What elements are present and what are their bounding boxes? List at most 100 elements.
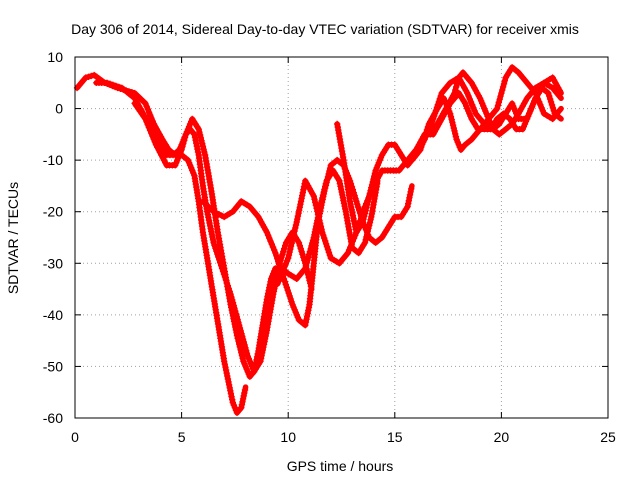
y-tick-label: -30 bbox=[43, 255, 63, 271]
plus-marker bbox=[281, 263, 288, 270]
plus-marker bbox=[501, 77, 508, 84]
plus-marker bbox=[419, 140, 426, 148]
plus-marker bbox=[363, 201, 371, 208]
plus-marker bbox=[350, 235, 358, 242]
plus-marker bbox=[288, 298, 295, 305]
y-tick-label: 10 bbox=[47, 49, 63, 65]
plus-marker bbox=[234, 316, 241, 323]
plus-marker bbox=[449, 119, 456, 126]
data-series bbox=[73, 64, 564, 416]
plus-marker bbox=[366, 193, 373, 200]
plus-marker bbox=[499, 83, 507, 91]
plus-marker bbox=[498, 89, 505, 97]
plus-marker bbox=[344, 249, 352, 257]
plus-marker bbox=[289, 236, 296, 244]
plus-marker bbox=[235, 319, 242, 326]
plus-marker bbox=[499, 86, 506, 94]
plus-marker bbox=[232, 307, 239, 315]
plus-marker bbox=[115, 83, 123, 91]
plus-marker bbox=[233, 332, 241, 339]
plus-marker bbox=[145, 109, 153, 116]
plus-marker bbox=[527, 106, 534, 114]
plus-marker bbox=[549, 104, 557, 111]
plus-marker bbox=[314, 211, 322, 218]
plus-marker bbox=[198, 137, 205, 144]
plus-marker bbox=[150, 135, 157, 143]
plus-marker bbox=[213, 248, 220, 255]
plus-marker bbox=[323, 243, 331, 250]
plus-marker bbox=[528, 103, 536, 111]
plus-marker bbox=[277, 272, 285, 279]
x-axis-label: GPS time / hours bbox=[287, 458, 394, 474]
plus-marker bbox=[322, 182, 330, 189]
plus-marker bbox=[500, 80, 508, 87]
plus-marker bbox=[219, 268, 227, 275]
plus-marker bbox=[179, 143, 186, 150]
plus-marker bbox=[360, 216, 367, 223]
plus-marker bbox=[326, 252, 334, 259]
plus-marker bbox=[325, 170, 332, 178]
plus-marker bbox=[288, 239, 295, 247]
plus-marker bbox=[243, 350, 251, 357]
plus-marker bbox=[276, 275, 284, 282]
plus-marker bbox=[196, 128, 203, 136]
plus-marker bbox=[232, 310, 240, 318]
plus-marker bbox=[361, 210, 369, 217]
plus-marker bbox=[300, 254, 307, 261]
plus-marker bbox=[290, 230, 298, 238]
plus-marker bbox=[199, 140, 206, 147]
plus-marker bbox=[452, 86, 459, 94]
plus-marker bbox=[353, 198, 360, 205]
plus-marker bbox=[447, 110, 454, 117]
plus-marker bbox=[452, 133, 460, 140]
plus-marker bbox=[368, 181, 376, 188]
plus-marker bbox=[299, 251, 306, 258]
axis-ticks: 0 5 10 15 20 25 10 0 -10 -20 -30 -40 -50 -60 bbox=[43, 49, 616, 445]
plus-marker bbox=[451, 127, 458, 135]
plus-marker bbox=[225, 285, 232, 292]
plus-marker bbox=[529, 101, 537, 108]
plus-marker bbox=[467, 98, 475, 106]
plus-marker bbox=[369, 178, 376, 186]
plus-marker bbox=[218, 265, 226, 272]
plus-marker bbox=[280, 248, 287, 255]
plus-marker bbox=[180, 140, 187, 147]
plus-marker bbox=[82, 74, 89, 81]
plus-marker bbox=[421, 135, 428, 142]
plus-marker bbox=[239, 336, 247, 343]
plus-marker bbox=[238, 352, 246, 359]
plus-marker bbox=[282, 281, 289, 288]
plus-marker bbox=[539, 107, 546, 114]
plus-marker bbox=[361, 239, 369, 246]
plus-marker bbox=[239, 355, 246, 362]
plus-marker bbox=[264, 232, 272, 239]
plus-marker bbox=[240, 338, 247, 346]
plus-marker bbox=[297, 245, 304, 252]
plus-marker bbox=[494, 102, 502, 109]
plus-marker bbox=[536, 98, 543, 106]
plus-marker bbox=[313, 205, 320, 212]
plus-marker bbox=[316, 217, 323, 224]
plus-marker bbox=[365, 195, 372, 203]
plus-marker bbox=[148, 114, 155, 122]
plus-marker bbox=[291, 227, 298, 235]
plus-marker bbox=[230, 302, 237, 309]
plus-marker bbox=[200, 146, 207, 153]
x-tick-label: 5 bbox=[178, 429, 186, 445]
plus-marker bbox=[450, 124, 457, 132]
plus-marker bbox=[216, 256, 223, 263]
plus-marker bbox=[231, 305, 238, 312]
plus-marker bbox=[471, 107, 478, 114]
plus-marker bbox=[210, 239, 217, 246]
plus-marker bbox=[285, 254, 292, 262]
plus-marker bbox=[88, 72, 95, 80]
plus-marker bbox=[285, 289, 292, 297]
plus-marker bbox=[275, 277, 282, 285]
plus-marker bbox=[317, 220, 324, 227]
plus-marker bbox=[239, 333, 246, 340]
plus-marker bbox=[268, 240, 275, 248]
data-series-2 bbox=[93, 79, 381, 380]
plus-marker bbox=[241, 389, 248, 397]
plus-marker bbox=[321, 187, 328, 195]
